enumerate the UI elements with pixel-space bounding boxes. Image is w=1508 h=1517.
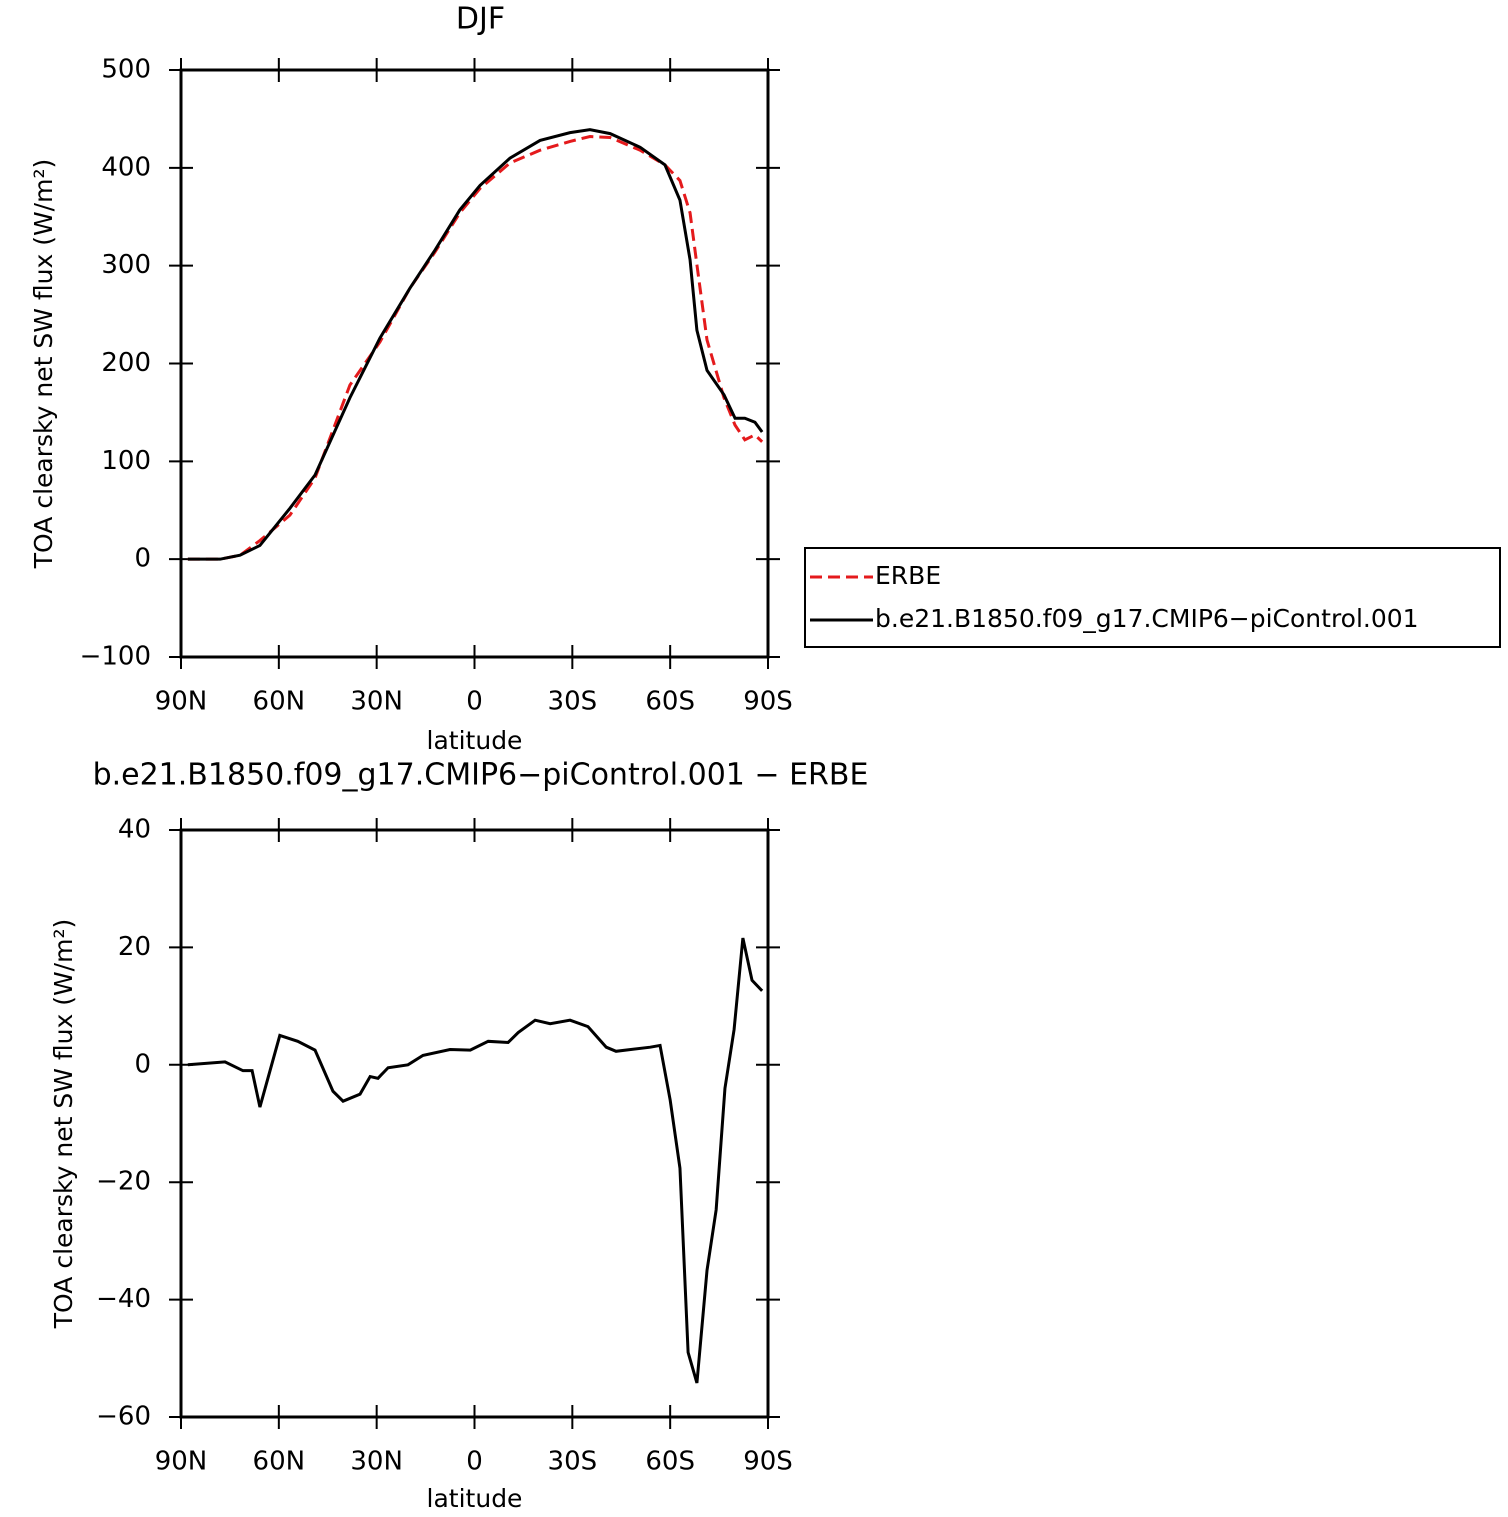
chart-title: b.e21.B1850.f09_g17.CMIP6−piControl.001 … — [93, 758, 869, 793]
x-tick-label: 60S — [645, 1447, 695, 1477]
legend-label: b.e21.B1850.f09_g17.CMIP6−piControl.001 — [875, 604, 1419, 633]
x-tick-label: 60N — [253, 687, 306, 717]
y-tick-label: 200 — [101, 348, 151, 378]
y-tick-label: 500 — [101, 55, 151, 85]
x-tick-label: 90N — [155, 687, 208, 717]
x-tick-label: 30N — [350, 1447, 403, 1477]
y-tick-label: −100 — [80, 642, 151, 672]
data-line — [187, 135, 764, 561]
y-tick-label: 0 — [134, 1049, 151, 1079]
data-line — [187, 128, 764, 561]
plot-frame — [179, 828, 770, 1419]
x-tick-label: 30S — [548, 687, 598, 717]
legend-label: ERBE — [875, 561, 941, 590]
x-tick-label: 30N — [350, 687, 403, 717]
x-tick-label: 90N — [155, 1447, 208, 1477]
y-tick-label: 100 — [101, 446, 151, 476]
x-tick-label: 60S — [645, 687, 695, 717]
y-tick-label: −60 — [96, 1402, 151, 1432]
plot-frame — [179, 68, 770, 659]
y-tick-label: −40 — [96, 1284, 151, 1314]
y-tick-label: −20 — [96, 1167, 151, 1197]
chart-title: DJF — [456, 2, 505, 37]
x-tick-label: 60N — [253, 1447, 306, 1477]
data-line — [187, 937, 764, 1384]
y-tick-label: 0 — [134, 544, 151, 574]
y-tick-label: 40 — [118, 815, 151, 845]
x-tick-label: 30S — [548, 1447, 598, 1477]
y-tick-label: 20 — [118, 932, 151, 962]
x-tick-label: 90S — [743, 1447, 793, 1477]
x-tick-label: 0 — [466, 687, 483, 717]
legend-box — [804, 547, 1501, 648]
y-axis-label: TOA clearsky net SW flux (W/m²) — [49, 919, 78, 1329]
x-axis-label: latitude — [427, 726, 523, 755]
x-tick-label: 0 — [466, 1447, 483, 1477]
y-tick-label: 300 — [101, 250, 151, 280]
y-tick-label: 400 — [101, 152, 151, 182]
x-tick-label: 90S — [743, 687, 793, 717]
x-axis-label: latitude — [427, 1484, 523, 1513]
y-axis-label: TOA clearsky net SW flux (W/m²) — [29, 159, 58, 569]
